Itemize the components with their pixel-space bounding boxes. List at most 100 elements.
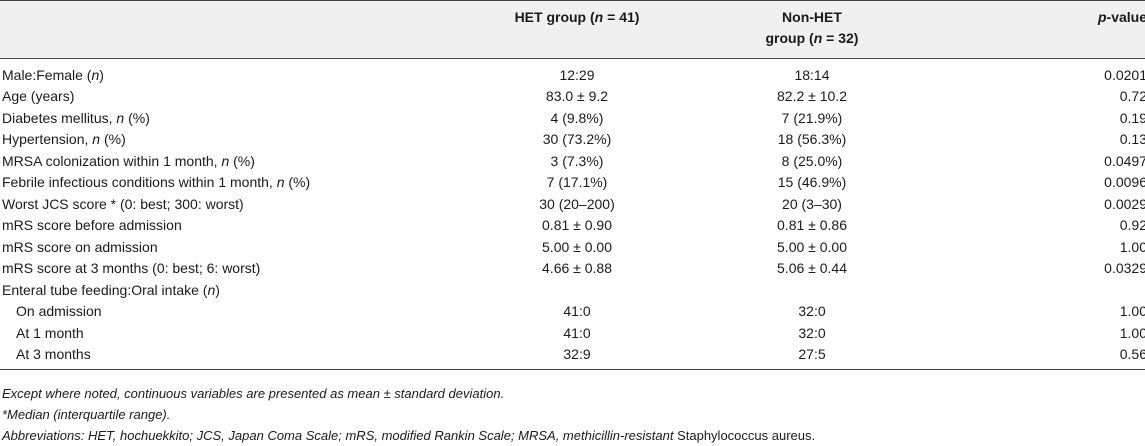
table-row: Enteral tube feeding:Oral intake (n) xyxy=(0,280,1145,302)
row-label-text: Worst JCS score * (0: best; 300: worst) xyxy=(2,195,244,212)
row-label: Age (years) xyxy=(0,86,452,108)
footnote-2: *Median (interquartile range). xyxy=(2,407,171,422)
row-label-post: (%) xyxy=(100,131,126,148)
cell-nonhet: 18:14 xyxy=(794,67,830,83)
table-row: Worst JCS score * (0: best; 300: worst) … xyxy=(0,194,1145,216)
cell-het: 7 (17.1%) xyxy=(546,174,608,191)
cell-pvalue: 0.0201 xyxy=(1104,67,1145,83)
row-label-text: Febrile infectious conditions within 1 m… xyxy=(2,174,277,191)
row-label-italic: n xyxy=(207,281,216,298)
cell-pvalue: 0.0329 xyxy=(1104,260,1145,277)
table-row: Age (years) 83.0 ± 9.2 82.2 ± 10.2 0.72 xyxy=(0,86,1145,108)
row-label: At 1 month xyxy=(0,323,452,345)
table-row: MRSA colonization within 1 month, n (%) … xyxy=(0,151,1145,173)
row-label-text: On admission xyxy=(16,303,102,320)
cell-nonhet: 5.00 ± 0.00 xyxy=(777,238,847,255)
cell-nonhet: 15 (46.9%) xyxy=(777,174,847,191)
cell-het: 5.00 ± 0.00 xyxy=(542,238,612,255)
cell-het: 4 (9.8%) xyxy=(550,109,604,126)
footnote-3: Abbreviations: HET, hochuekkito; JCS, Ja… xyxy=(2,425,1142,446)
row-label-italic: n xyxy=(116,109,125,126)
table-row: Male:Female (n) 12:29 18:14 0.0201 xyxy=(0,59,1145,87)
cell-pvalue: 0.19 xyxy=(1119,109,1145,126)
row-label-text: Diabetes mellitus, xyxy=(2,109,117,126)
cell-nonhet: 20 (3–30) xyxy=(782,195,842,212)
results-table: HET group (n = 41) Non-HET group (n = 32)… xyxy=(0,0,1145,370)
header-pvalue-post: -value xyxy=(1106,9,1145,25)
cell-nonhet: 82.2 ± 10.2 xyxy=(777,88,847,105)
header-nonhet-post: = 32) xyxy=(822,30,859,46)
cell-het: 30 (20–200) xyxy=(539,195,615,212)
header-variable xyxy=(0,0,452,59)
header-row: HET group (n = 41) Non-HET group (n = 32)… xyxy=(0,0,1145,59)
cell-nonhet: 5.06 ± 0.44 xyxy=(777,260,847,277)
row-label-italic: n xyxy=(92,131,101,148)
row-label-italic: n xyxy=(91,67,100,83)
row-label: mRS score on admission xyxy=(0,237,452,259)
row-label: mRS score at 3 months (0: best; 6: worst… xyxy=(0,258,452,280)
row-label-post: (%) xyxy=(124,109,150,126)
row-label: Worst JCS score * (0: best; 300: worst) xyxy=(0,194,452,216)
row-label: MRSA colonization within 1 month, n (%) xyxy=(0,151,452,173)
row-label-post: (%) xyxy=(284,174,311,191)
table-footnotes: Except where noted, continuous variables… xyxy=(2,383,1142,446)
row-label-text: mRS score before admission xyxy=(2,217,182,234)
cell-pvalue: 0.72 xyxy=(1119,88,1145,105)
header-het-pre: HET group ( xyxy=(514,9,595,25)
cell-het: 3 (7.3%) xyxy=(550,152,604,169)
cell-het: 12:29 xyxy=(559,67,595,83)
cell-het: 4.66 ± 0.88 xyxy=(542,260,612,277)
table-body: Male:Female (n) 12:29 18:14 0.0201 Age (… xyxy=(0,59,1145,370)
cell-pvalue: 0.56 xyxy=(1119,346,1145,362)
row-label-text: mRS score on admission xyxy=(2,238,158,255)
table-row: On admission 41:0 32:0 1.00 xyxy=(0,301,1145,323)
header-nonhet-n: n xyxy=(813,30,823,46)
header-het-post: = 41) xyxy=(603,9,640,25)
cell-het: 41:0 xyxy=(563,324,591,341)
row-label-post: (%) xyxy=(229,152,255,169)
row-label: Diabetes mellitus, n (%) xyxy=(0,108,452,130)
row-label: mRS score before admission xyxy=(0,215,452,237)
cell-pvalue: 1.00 xyxy=(1119,303,1145,320)
footnote-3-species: Staphylococcus aureus. xyxy=(673,428,816,443)
row-label: At 3 months xyxy=(0,344,452,370)
row-label-post: ) xyxy=(215,281,220,298)
header-p: p xyxy=(1097,9,1107,25)
row-label-text: Enteral tube feeding:Oral intake ( xyxy=(2,281,208,298)
table-row: mRS score on admission 5.00 ± 0.00 5.00 … xyxy=(0,237,1145,259)
row-label-text: MRSA colonization within 1 month, xyxy=(2,152,222,169)
row-label-text: mRS score at 3 months (0: best; 6: worst… xyxy=(2,260,261,277)
row-label: Febrile infectious conditions within 1 m… xyxy=(0,172,452,194)
cell-nonhet xyxy=(702,280,922,302)
row-label-text: At 1 month xyxy=(16,324,84,341)
cell-het: 41:0 xyxy=(563,303,591,320)
cell-nonhet: 7 (21.9%) xyxy=(781,109,843,126)
header-het-n: n xyxy=(594,9,604,25)
cell-het: 83.0 ± 9.2 xyxy=(545,88,609,105)
table-row: Hypertension, n (%) 30 (73.2%) 18 (56.3%… xyxy=(0,129,1145,151)
row-label: Hypertension, n (%) xyxy=(0,129,452,151)
cell-nonhet: 27:5 xyxy=(798,346,826,362)
cell-pvalue: 1.00 xyxy=(1119,238,1145,255)
cell-pvalue: 0.0029 xyxy=(1104,195,1145,212)
table-row: mRS score before admission 0.81 ± 0.90 0… xyxy=(0,215,1145,237)
cell-pvalue: 0.0096 xyxy=(1104,174,1145,191)
table-row: mRS score at 3 months (0: best; 6: worst… xyxy=(0,258,1145,280)
cell-het xyxy=(452,280,702,302)
row-label-text: At 3 months xyxy=(16,346,91,362)
header-pvalue: p-value xyxy=(922,0,1145,59)
cell-nonhet: 18 (56.3%) xyxy=(777,131,847,148)
footnote-3-text: Abbreviations: HET, hochuekkito; JCS, Ja… xyxy=(2,428,674,443)
row-label: Male:Female (n) xyxy=(0,59,452,87)
row-label-italic: n xyxy=(276,174,285,191)
header-het-group: HET group (n = 41) xyxy=(452,0,702,59)
cell-het: 32:9 xyxy=(563,346,591,362)
cell-pvalue: 1.00 xyxy=(1119,324,1145,341)
table-row: At 1 month 41:0 32:0 1.00 xyxy=(0,323,1145,345)
header-nonhet-group: Non-HET group (n = 32) xyxy=(702,0,922,59)
row-label-text: Age (years) xyxy=(2,88,75,105)
cell-nonhet: 8 (25.0%) xyxy=(781,152,843,169)
table-row: Febrile infectious conditions within 1 m… xyxy=(0,172,1145,194)
table-row: At 3 months 32:9 27:5 0.56 xyxy=(0,344,1145,370)
